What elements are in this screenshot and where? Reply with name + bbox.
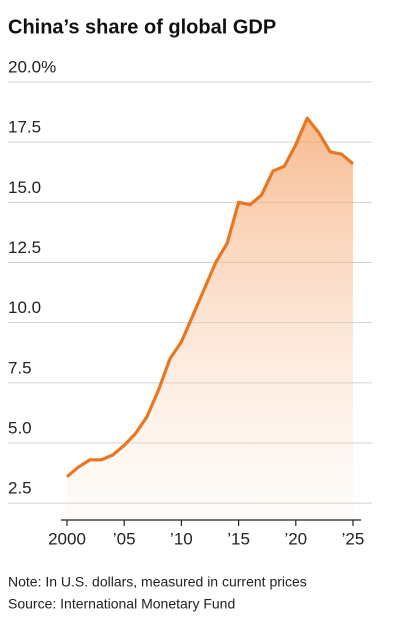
x-tick-label: ’25 (342, 529, 365, 548)
y-tick-label: 17.5 (8, 118, 41, 137)
y-tick-label: 20.0% (8, 57, 56, 76)
chart-title: China’s share of global GDP (8, 16, 276, 38)
x-tick-label: ’20 (284, 529, 307, 548)
y-tick-label: 15.0 (8, 178, 41, 197)
y-tick-label: 12.5 (8, 238, 41, 257)
area (67, 118, 353, 520)
y-tick-label: 5.0 (8, 418, 32, 437)
source: Source: International Monetary Fund (8, 596, 235, 612)
y-tick-label: 10.0 (8, 298, 41, 317)
x-tick-label: ’05 (113, 529, 136, 548)
x-tick-label: ’10 (170, 529, 193, 548)
x-tick-label: 2000 (48, 529, 86, 548)
note: Note: In U.S. dollars, measured in curre… (8, 574, 307, 590)
line (65, 116, 355, 478)
x-tick-label: ’15 (227, 529, 250, 548)
y-tick-label: 2.5 (8, 479, 32, 498)
y-tick-label: 7.5 (8, 358, 32, 377)
